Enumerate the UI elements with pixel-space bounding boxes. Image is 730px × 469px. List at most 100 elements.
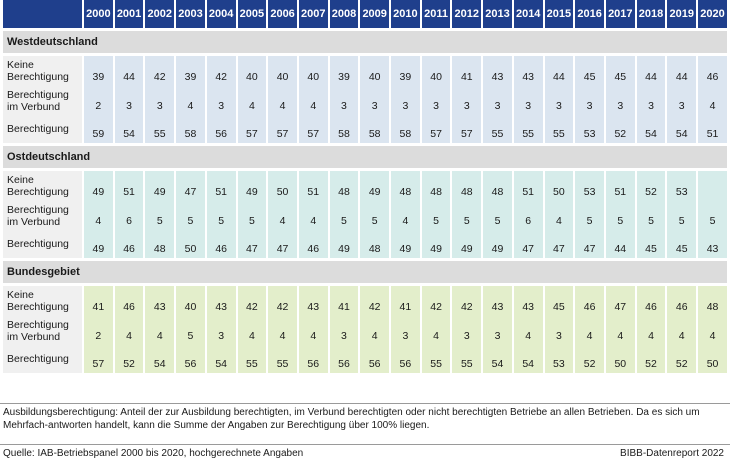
table-cell: 5 [667, 201, 697, 230]
year-header-2009: 2009 [360, 0, 390, 28]
table-cell: 41 [391, 286, 420, 316]
table-cell: 3 [636, 86, 666, 115]
table-cell: 57 [298, 115, 328, 143]
table-cell: 4 [360, 316, 390, 345]
year-header-2006: 2006 [268, 0, 297, 28]
table-cell: 5 [329, 201, 359, 230]
table-cell: 47 [575, 230, 604, 258]
table-cell: 3 [360, 86, 390, 115]
table-cell: 57 [452, 115, 482, 143]
table-cell: 4 [84, 201, 113, 230]
table-cell: 47 [176, 171, 205, 201]
table-cell: 45 [636, 230, 666, 258]
table-cell: 5 [237, 201, 267, 230]
table-cell: 46 [636, 286, 666, 316]
table-cell: 39 [84, 56, 113, 86]
table-cell: 5 [636, 201, 666, 230]
table-cell: 4 [268, 316, 297, 345]
table-cell: 47 [237, 230, 267, 258]
table-cell: 4 [237, 316, 267, 345]
table-cell: 45 [544, 286, 574, 316]
table-cell: 55 [237, 345, 267, 373]
table-cell: 2 [84, 86, 113, 115]
table-cell: 4 [513, 316, 543, 345]
table-cell: 42 [145, 56, 175, 86]
table-cell: 4 [636, 316, 666, 345]
table-cell: 57 [421, 115, 451, 143]
year-header-2018: 2018 [636, 0, 666, 28]
table-cell: 5 [145, 201, 175, 230]
table-cell: 48 [452, 171, 482, 201]
table-cell: 54 [667, 115, 697, 143]
row-label-keine: Keine Berechtigung [3, 286, 82, 316]
table-cell: 42 [237, 286, 267, 316]
table-cell: 46 [298, 230, 328, 258]
year-header-2004: 2004 [206, 0, 236, 28]
table-cell: 5 [176, 316, 205, 345]
section-title: Bundesgebiet [3, 261, 727, 283]
table-cell: 47 [544, 230, 574, 258]
table-cell: 3 [575, 86, 604, 115]
year-header-2015: 2015 [544, 0, 574, 28]
table-cell: 42 [360, 286, 390, 316]
table-cell: 57 [84, 345, 113, 373]
table-cell: 40 [268, 56, 297, 86]
year-header-2012: 2012 [452, 0, 482, 28]
table-cell: 55 [421, 345, 451, 373]
table-cell: 40 [176, 286, 205, 316]
table-cell: 48 [421, 171, 451, 201]
table-cell: 39 [391, 56, 420, 86]
table-cell: 4 [237, 86, 267, 115]
table-cell: 3 [667, 86, 697, 115]
table-cell: 41 [84, 286, 113, 316]
table-cell: 47 [513, 230, 543, 258]
report-label: BIBB-Datenreport 2022 [620, 448, 724, 459]
table-cell: 58 [176, 115, 205, 143]
table-cell: 5 [483, 201, 512, 230]
table-cell: 40 [237, 56, 267, 86]
table-cell: 54 [636, 115, 666, 143]
table-cell: 54 [114, 115, 144, 143]
table-cell: 49 [421, 230, 451, 258]
table-cell: 54 [206, 345, 236, 373]
table-cell: 4 [298, 201, 328, 230]
table-cell: 42 [206, 56, 236, 86]
table-cell: 50 [176, 230, 205, 258]
table-cell [698, 171, 727, 201]
table-cell: 45 [575, 56, 604, 86]
table-row: Keine Berechtigung 39 44 42 39 42 40 40 40 39 40 39… [3, 56, 727, 86]
table-cell: 48 [391, 171, 420, 201]
table-cell: 4 [176, 86, 205, 115]
table-cell: 54 [513, 345, 543, 373]
table-cell: 53 [575, 115, 604, 143]
table-cell: 39 [176, 56, 205, 86]
row-label-keine: Keine Berechtigung [3, 171, 82, 201]
table-cell: 4 [298, 316, 328, 345]
table-cell: 51 [206, 171, 236, 201]
table-cell: 40 [421, 56, 451, 86]
table-cell: 52 [667, 345, 697, 373]
table-cell: 3 [206, 86, 236, 115]
table-cell: 3 [544, 86, 574, 115]
year-header-2019: 2019 [667, 0, 697, 28]
table-cell: 56 [176, 345, 205, 373]
year-header-2016: 2016 [575, 0, 604, 28]
table-cell: 4 [698, 86, 727, 115]
table-cell: 53 [544, 345, 574, 373]
table-cell: 55 [268, 345, 297, 373]
table-cell: 49 [84, 230, 113, 258]
table-cell: 4 [114, 316, 144, 345]
divider-top [0, 403, 730, 404]
table-cell: 48 [698, 286, 727, 316]
table-cell: 46 [114, 286, 144, 316]
table-cell: 43 [206, 286, 236, 316]
table-cell: 4 [575, 316, 604, 345]
table-cell: 44 [605, 230, 635, 258]
data-table: 2000 2001 2002 2003 2004 2005 2006 2007 2008 2009… [1, 0, 729, 373]
table-cell: 5 [452, 201, 482, 230]
table-cell: 52 [636, 171, 666, 201]
table-cell: 4 [268, 86, 297, 115]
table-cell: 49 [391, 230, 420, 258]
table-cell: 56 [391, 345, 420, 373]
